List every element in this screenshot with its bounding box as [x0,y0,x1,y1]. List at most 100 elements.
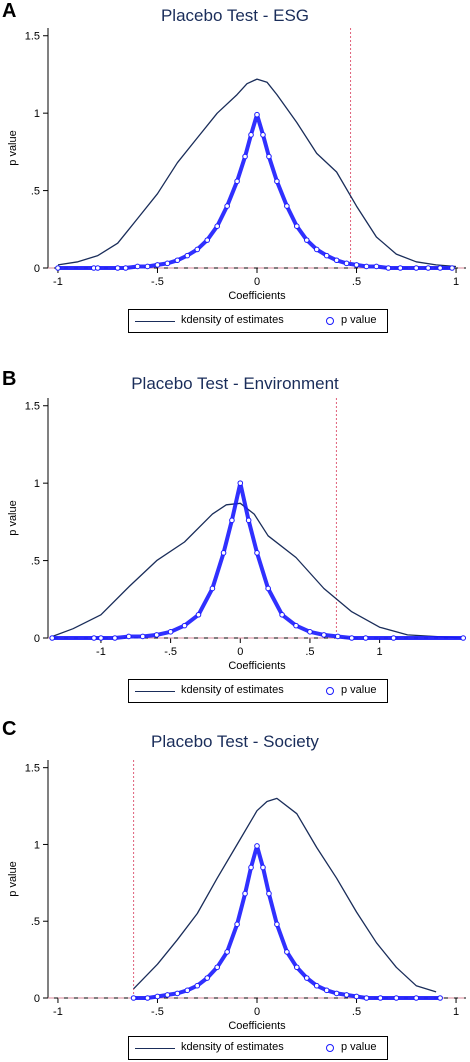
pvalue-series-band [58,112,453,270]
pvalue-point [284,203,290,209]
pvalue-point [323,252,330,259]
pvalue-point [323,987,330,994]
legend-density-swatch [135,321,175,322]
pvalue-point [260,864,266,871]
pvalue-point [122,265,129,271]
pvalue-point [266,890,272,897]
x-tick-label: .5 [352,1006,361,1018]
pvalue-point [265,585,271,592]
pvalue-point [313,246,320,253]
pvalue-point [377,995,384,1001]
x-tick-label: -1 [96,646,106,658]
pvalue-point [144,263,151,270]
pvalue-point [254,843,260,849]
legend-pvalue-marker-icon [326,1044,334,1052]
pvalue-point [237,480,244,486]
pvalue-point [195,611,202,618]
legend-pvalue-label: p value [341,314,377,326]
pvalue-series-band [52,481,464,640]
panel-letter: C [2,718,17,740]
pvalue-point [242,153,248,160]
kdensity-series-line [133,797,437,993]
panel-a: A Placebo Test - ESG 0 .5 1 1.5 -1 -.5 0 .5 1 Coe… [0,0,470,350]
x-tick-label: 1 [453,1006,459,1018]
panel-letter: B [2,368,17,390]
y-tick-label: .5 [31,556,40,568]
x-tick-label: -1 [53,1006,63,1018]
pvalue-point [260,132,266,138]
y-tick-label: 1.5 [25,401,40,413]
pvalue-point [307,629,313,635]
y-tick-label: 0 [34,263,40,275]
kdensity-series-line [51,502,464,639]
pvalue-point [294,223,300,229]
pvalue-point [254,550,260,556]
chart-title: Placebo Test - ESG [160,6,310,25]
y-tick-label: 0 [34,633,40,645]
y-axis-label: p value [7,500,19,535]
pvalue-point [449,265,455,271]
legend-pvalue-label: p value [341,684,377,696]
pvalue-point [279,611,285,618]
legend: kdensity of estimates p value [128,1036,388,1060]
pvalue-point [214,223,220,229]
x-tick-label: -.5 [151,1006,164,1018]
pvalue-point [194,246,201,253]
legend-pvalue-marker-icon [326,317,334,325]
pvalue-point [413,265,420,271]
pvalue-point [134,263,141,270]
pvalue-point [333,990,340,997]
y-tick-label: 1 [34,478,40,490]
pvalue-point [397,265,404,271]
pvalue-point [174,990,181,997]
chart-title: Placebo Test - Society [151,732,319,751]
pvalue-point [229,517,235,524]
pvalue-point [242,890,248,897]
x-tick-label: 0 [237,646,243,658]
y-tick-label: 1.5 [25,31,40,43]
pvalue-point [49,635,55,641]
pvalue-point [153,632,160,638]
legend: kdensity of estimates p value [128,679,388,703]
x-axis-label: Coefficients [228,1020,286,1032]
pvalue-point [91,635,97,641]
x-tick-label: 1 [453,276,459,288]
pvalue-point [274,921,280,928]
pvalue-point [353,993,360,1000]
pvalue-point [313,982,320,989]
pvalue-point [284,949,290,955]
legend-pvalue-marker-icon [326,687,334,695]
pvalue-point [174,257,181,264]
pvalue-point [294,964,300,971]
chart-plot: 0 .5 1 1.5 -1 -.5 0 .5 1 Coefficients p value [7,760,466,1032]
pvalue-point [373,263,380,270]
pvalue-point [333,257,340,264]
pvalue-point [55,265,61,271]
pvalue-point [274,178,280,185]
chart-plot: 0 .5 1 1.5 -1 -.5 0 .5 1 Coefficients p value [7,28,466,302]
pvalue-point [335,633,341,640]
pvalue-point [248,132,254,138]
pvalue-point [393,995,400,1001]
chart-plot: 0 .5 1 1.5 -1 -.5 0 .5 1 Coefficients p value [7,398,467,672]
pvalue-point [245,517,252,524]
pvalue-point [194,982,201,989]
pvalue-point [167,629,174,635]
y-tick-label: 0 [34,993,40,1005]
x-tick-label: .5 [352,276,361,288]
pvalue-point [214,964,220,971]
pvalue-point [144,995,151,1001]
pvalue-point [126,633,132,640]
pvalue-point [248,864,254,871]
pvalue-point [164,260,171,267]
x-tick-label: 0 [254,1006,260,1018]
pvalue-point [220,550,227,556]
pvalue-point [254,111,260,118]
pvalue-point [362,635,369,641]
pvalue-point [94,265,101,271]
pvalue-point [321,632,327,638]
pvalue-point [385,265,392,271]
pvalue-point [343,992,350,998]
x-tick-label: -.5 [151,276,164,288]
pvalue-point [139,633,146,640]
